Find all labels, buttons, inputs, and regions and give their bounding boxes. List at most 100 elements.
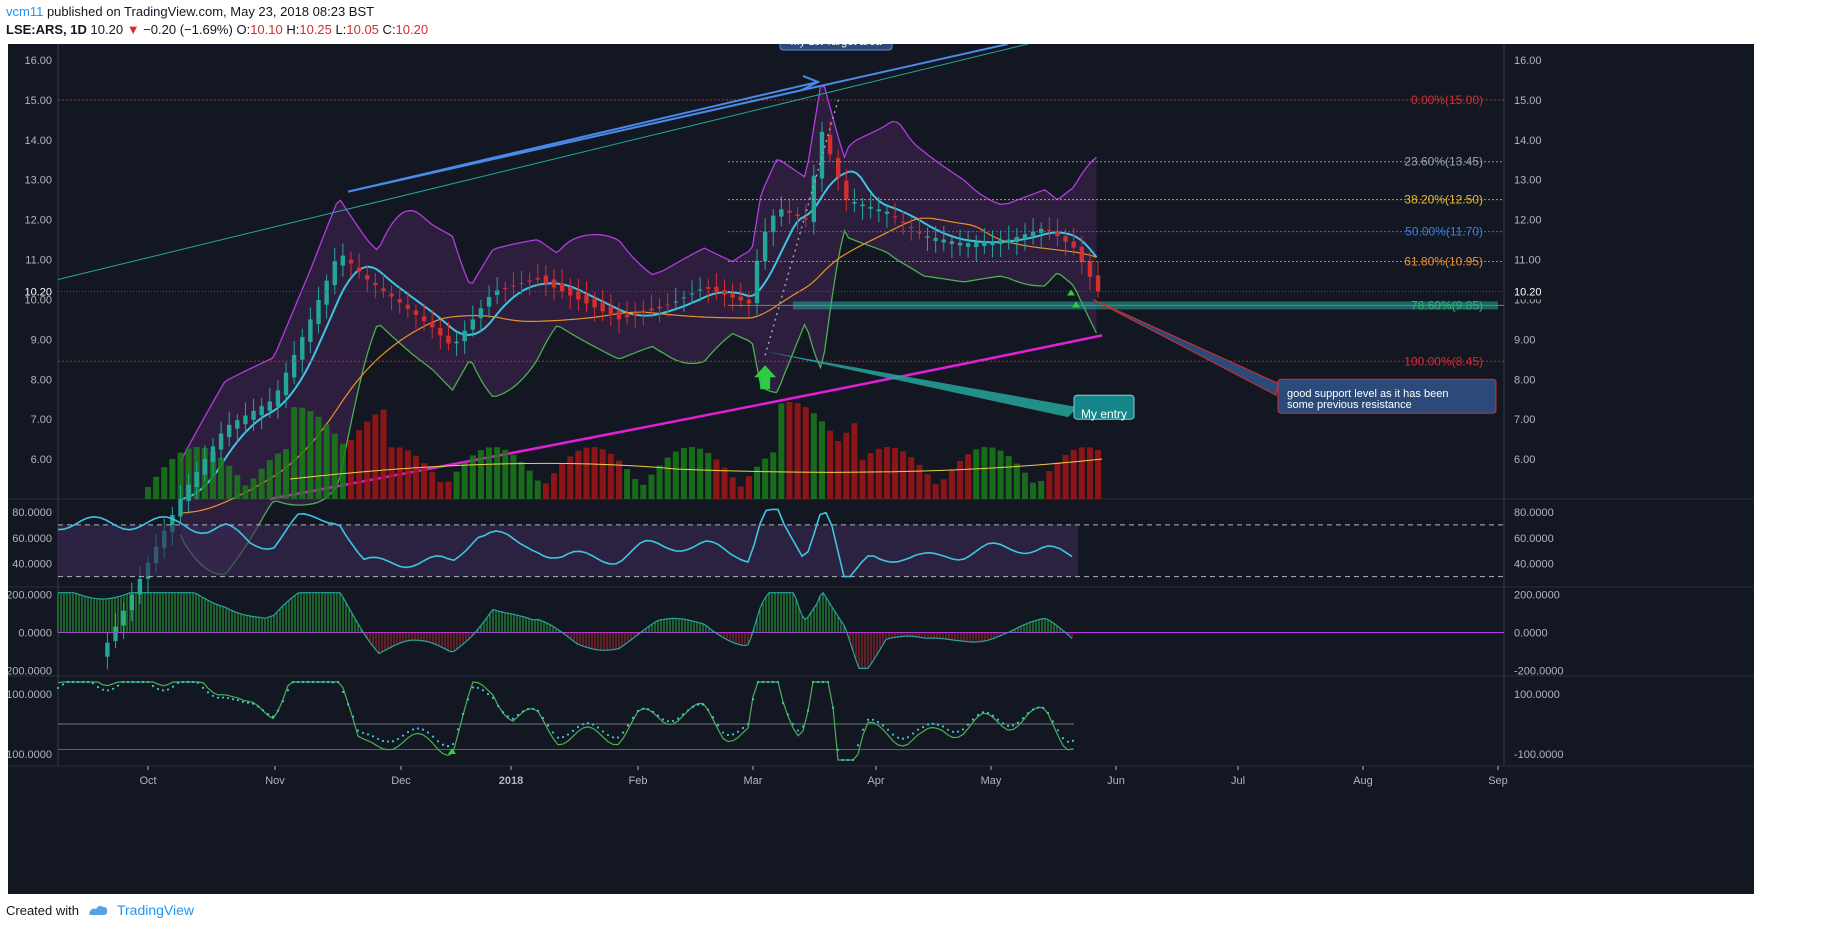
- cci-signal-dot: [836, 748, 840, 751]
- volume-bar: [908, 457, 915, 499]
- cci-signal-dot: [271, 715, 275, 718]
- cci-signal-dot: [951, 730, 955, 733]
- volume-bar: [624, 469, 631, 499]
- open-label: O:: [236, 22, 251, 37]
- cci-signal-dot: [636, 709, 640, 713]
- volume-bar: [331, 433, 338, 499]
- cci-signal-dot: [161, 689, 165, 692]
- x-axis-tick: Sep: [1488, 775, 1508, 787]
- cci-signal-dot: [76, 680, 80, 684]
- projection-arrow: [347, 75, 821, 193]
- candle-body: [381, 288, 386, 291]
- price-tick-left: 13.00: [24, 175, 52, 187]
- cci-signal-dot: [1031, 708, 1035, 711]
- volume-bar: [843, 432, 850, 499]
- volume-bar: [754, 466, 760, 499]
- volume-bar: [542, 483, 549, 499]
- fib-level-label: 23.60%(13.45): [1404, 155, 1483, 169]
- osc-tick-right: 0.0000: [1514, 627, 1548, 639]
- price-tick-left: 12.00: [24, 215, 52, 227]
- volume-bar: [356, 430, 363, 499]
- cci-signal-dot: [591, 723, 595, 726]
- cci-signal-dot: [901, 737, 905, 740]
- symbol-name: LSE:ARS, 1D: [6, 22, 87, 37]
- volume-bar: [802, 407, 809, 499]
- tradingview-link[interactable]: TradingView: [116, 902, 195, 918]
- cci-signal-dot: [406, 730, 410, 734]
- cci-signal-dot: [706, 708, 710, 711]
- candle-body: [1039, 228, 1044, 233]
- candle-body: [982, 241, 987, 247]
- cci-signal-dot: [281, 700, 285, 703]
- oscillator-line: [58, 591, 1073, 669]
- cci-signal-dot: [1016, 721, 1020, 724]
- volume-bar: [1078, 447, 1085, 499]
- volume-bar: [372, 414, 379, 499]
- cci-signal-dot: [436, 740, 440, 743]
- cci-signal-dot: [346, 703, 350, 706]
- candle-body: [259, 406, 264, 416]
- cci-signal-dot: [456, 728, 460, 731]
- volume-bar: [599, 449, 606, 499]
- candle-body: [186, 484, 191, 501]
- candle-body: [689, 293, 695, 295]
- candle-body: [365, 275, 370, 280]
- cci-signal-dot: [186, 680, 190, 684]
- cci-signal-dot: [806, 709, 810, 712]
- volume-bar: [883, 447, 890, 499]
- cci-signal-dot: [811, 680, 815, 684]
- volume-bar: [510, 454, 517, 499]
- cci-signal-dot: [801, 725, 805, 728]
- volume-bar: [429, 472, 436, 499]
- cci-signal-dot: [546, 724, 550, 727]
- candle-body: [300, 337, 305, 360]
- price-chart[interactable]: 16.00 16.00 15.00 15.00 14.00 14.00 13.00 13.00…: [8, 44, 1754, 894]
- volume-bar: [388, 447, 395, 499]
- candle-body: [714, 286, 719, 292]
- cci-signal-dot: [391, 740, 395, 743]
- volume-bar: [396, 447, 403, 499]
- cci-signal-dot: [336, 680, 340, 684]
- candle-body: [909, 227, 914, 229]
- cci-signal-dot: [726, 733, 730, 737]
- cci-signal-dot: [431, 735, 435, 738]
- cci-signal-dot: [486, 692, 490, 696]
- volume-bar: [323, 424, 330, 499]
- candle-body: [844, 180, 849, 200]
- cci-signal-dot: [621, 731, 625, 734]
- cci-signal-dot: [581, 723, 585, 726]
- cci-signal-dot: [1041, 706, 1045, 709]
- cci-signal-dot: [386, 740, 390, 743]
- cci-signal-dot: [136, 680, 140, 684]
- cci-signal-dot: [576, 725, 580, 729]
- cci-signal-dot: [601, 730, 605, 733]
- volume-bar: [940, 479, 947, 499]
- osc-tick-left: 200.0000: [8, 590, 52, 602]
- candle-body: [227, 424, 232, 438]
- candle-body: [446, 335, 451, 344]
- candle-body: [860, 204, 865, 207]
- volume-average-line: [290, 458, 1103, 480]
- candle-body: [535, 278, 540, 280]
- cci-signal-dot: [981, 711, 985, 714]
- candle-body: [957, 242, 963, 246]
- volume-bar: [283, 449, 290, 499]
- candle-body: [949, 241, 955, 245]
- volume-bar: [721, 467, 728, 499]
- candle-body: [649, 308, 654, 311]
- last-price-label: 10.20: [1514, 286, 1542, 298]
- price-tick-left: 9.00: [31, 334, 52, 346]
- cci-signal-dot: [471, 686, 475, 689]
- ema-mid-line: [180, 217, 1097, 514]
- cci-signal-dot: [351, 715, 355, 718]
- candle-body: [933, 237, 938, 242]
- cci-signal-dot: [956, 730, 960, 733]
- volume-bar: [697, 448, 704, 499]
- cci-signal-dot: [791, 722, 795, 726]
- candle-body: [1087, 261, 1093, 277]
- rsi-tick-left: 80.0000: [12, 507, 52, 519]
- cci-signal-dot: [536, 709, 540, 712]
- author-link[interactable]: vcm11: [6, 4, 44, 19]
- volume-bar: [583, 447, 590, 499]
- high-label: H:: [286, 22, 300, 37]
